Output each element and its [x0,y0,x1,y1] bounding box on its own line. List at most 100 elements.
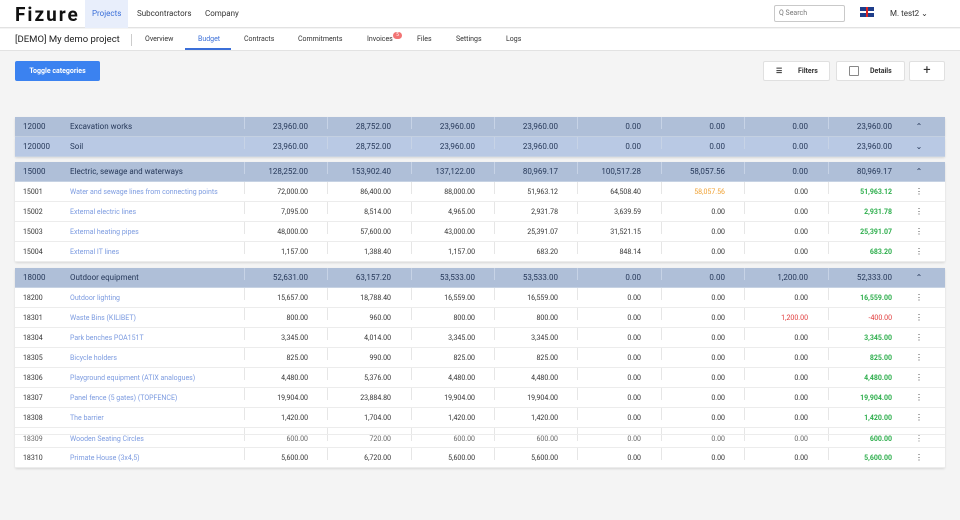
value-cell-4: 51,963.12 [527,188,558,196]
user-menu[interactable]: M. test2 ⌄ [890,9,928,18]
value-cell-3: 43,000.00 [444,228,475,236]
tab-files[interactable]: Files [417,35,432,43]
value-cell-6: 0.00 [711,454,725,462]
value-cell-8: 23,960.00 [856,122,892,131]
row-menu-icon[interactable]: ⋮ [915,313,923,322]
value-cell-6: 58,057.56 [694,188,725,196]
item-name-link[interactable]: Waste Bins (KILIBET) [70,314,136,322]
category-row[interactable]: 18000 Outdoor equipment 52,631.00 63,157.20… [15,268,945,288]
details-toggle[interactable]: Details [836,61,905,81]
tab-invoices[interactable]: Invoices [367,35,393,43]
value-cell-5: 100,517.28 [601,167,641,176]
value-cell-3: 23,960.00 [439,142,475,151]
category-row[interactable]: 120000 Soil 23,960.00 28,752.00 23,960.00 23,… [15,137,945,157]
add-button[interactable]: + [909,61,945,81]
tab-contracts[interactable]: Contracts [244,35,275,43]
row-menu-icon[interactable]: ⋮ [915,333,923,342]
column-divider [828,137,829,149]
toggle-categories-button[interactable]: Toggle categories [15,61,100,81]
expand-collapse-icon[interactable]: ⌃ [915,273,923,282]
item-name-link[interactable]: The barrier [70,414,104,422]
budget-item-row[interactable]: 18306 Playground equipment (ATIX analogue… [15,368,945,388]
value-cell-5: 0.00 [627,354,641,362]
row-menu-icon[interactable]: ⋮ [915,247,923,256]
expand-collapse-icon[interactable]: ⌃ [915,167,923,176]
column-divider [828,182,829,194]
tab-budget[interactable]: Budget [198,35,221,43]
budget-item-row[interactable]: 18200 Outdoor lighting 15,657.00 18,788.40 1… [15,288,945,308]
item-name-link[interactable]: External IT lines [70,248,120,256]
budget-item-row[interactable]: 15001 Water and sewage lines from connect… [15,182,945,202]
value-cell-6: 0.00 [709,273,725,282]
uk-flag-icon[interactable] [860,7,874,17]
row-menu-icon[interactable]: ⋮ [915,373,923,382]
item-name-link[interactable]: Panel fence (5 gates) (TOPFENCE) [70,394,178,402]
details-checkbox[interactable] [849,66,859,76]
row-menu-icon[interactable]: ⋮ [915,293,923,302]
column-divider [577,162,578,174]
row-menu-icon[interactable]: ⋮ [915,413,923,422]
budget-item-row[interactable]: 18307 Panel fence (5 gates) (TOPFENCE) 19,… [15,388,945,408]
item-name-link[interactable]: Bicycle holders [70,354,118,362]
tab-logs[interactable]: Logs [506,35,522,43]
value-cell-2: 28,752.00 [355,142,391,151]
item-name-link[interactable]: Playground equipment (ATIX analogues) [70,374,196,382]
search-input[interactable]: Q Search [774,5,845,22]
budget-item-row[interactable]: 18301 Waste Bins (KILIBET) 800.00 960.00 800… [15,308,945,328]
budget-item-row[interactable]: 15002 External electric lines 7,095.00 8,51… [15,202,945,222]
budget-item-row[interactable]: 15004 External IT lines 1,157.00 1,388.40 1,… [15,242,945,262]
value-cell-4: 23,960.00 [522,142,558,151]
item-name-link[interactable]: External heating pipes [70,228,139,236]
item-name-link[interactable]: Outdoor lighting [70,294,120,302]
filters-button[interactable]: ☰ Filters [763,61,830,81]
item-name-link[interactable]: Wooden Seating Circles [70,435,144,443]
row-menu-icon[interactable]: ⋮ [915,393,923,402]
column-divider [327,162,328,174]
value-cell-8: 5,600.00 [864,454,892,462]
item-name-link[interactable]: Park benches POA151T [70,334,144,342]
row-menu-icon[interactable]: ⋮ [915,227,923,236]
value-cell-4: 683.20 [536,248,558,256]
value-cell-8: 51,963.12 [860,188,892,196]
expand-collapse-icon[interactable]: ⌄ [915,142,923,151]
column-divider [661,408,662,420]
budget-item-row[interactable]: 18305 Bicycle holders 825.00 990.00 825.00 82… [15,348,945,368]
column-divider [661,137,662,149]
expand-collapse-icon[interactable]: ⌃ [915,122,923,131]
row-menu-icon[interactable]: ⋮ [915,353,923,362]
tab-overview[interactable]: Overview [145,35,174,43]
column-divider [661,308,662,320]
divider [131,34,132,46]
value-cell-1: 825.00 [286,354,308,362]
row-menu-icon[interactable]: ⋮ [915,453,923,462]
value-cell-5: 3,639.59 [614,208,641,216]
row-menu-icon[interactable]: ⋮ [915,207,923,216]
nav-tab-company[interactable]: Company [205,9,239,18]
app-logo[interactable]: Fizure [15,3,80,26]
tab-commitments[interactable]: Commitments [298,35,343,43]
budget-item-row[interactable]: 18309 Wooden Seating Circles 600.00 720.00 6… [15,435,945,446]
item-name-link[interactable]: Primate House (3x4,5) [70,454,140,462]
filter-icon: ☰ [776,67,783,75]
item-name-link[interactable]: Water and sewage lines from connecting p… [70,188,218,196]
code-cell: 15002 [23,208,43,216]
budget-item-row[interactable]: 15003 External heating pipes 48,000.00 57,6… [15,222,945,242]
nav-tab-projects[interactable]: Projects [85,0,129,28]
row-menu-icon[interactable]: ⋮ [915,434,923,443]
category-row[interactable]: 12000 Excavation works 23,960.00 28,752.00 2… [15,117,945,137]
column-divider [661,268,662,280]
nav-tab-subcontractors[interactable]: Subcontractors [137,9,192,18]
budget-item-row[interactable]: 18308 The barrier 1,420.00 1,704.00 1,420.00… [15,408,945,428]
code-cell: 18308 [23,414,43,422]
tab-settings[interactable]: Settings [456,35,482,43]
category-row[interactable]: 15000 Electric, sewage and waterways 128,2… [15,162,945,182]
row-menu-icon[interactable]: ⋮ [915,187,923,196]
budget-item-row[interactable]: 18310 Primate House (3x4,5) 5,600.00 6,720.… [15,448,945,468]
column-divider [577,308,578,320]
column-divider [327,368,328,380]
value-cell-4: 16,559.00 [527,294,558,302]
item-name-link[interactable]: External electric lines [70,208,137,216]
column-divider [494,182,495,194]
value-cell-6: 58,057.56 [689,167,725,176]
budget-item-row[interactable]: 18304 Park benches POA151T 3,345.00 4,014.0… [15,328,945,348]
